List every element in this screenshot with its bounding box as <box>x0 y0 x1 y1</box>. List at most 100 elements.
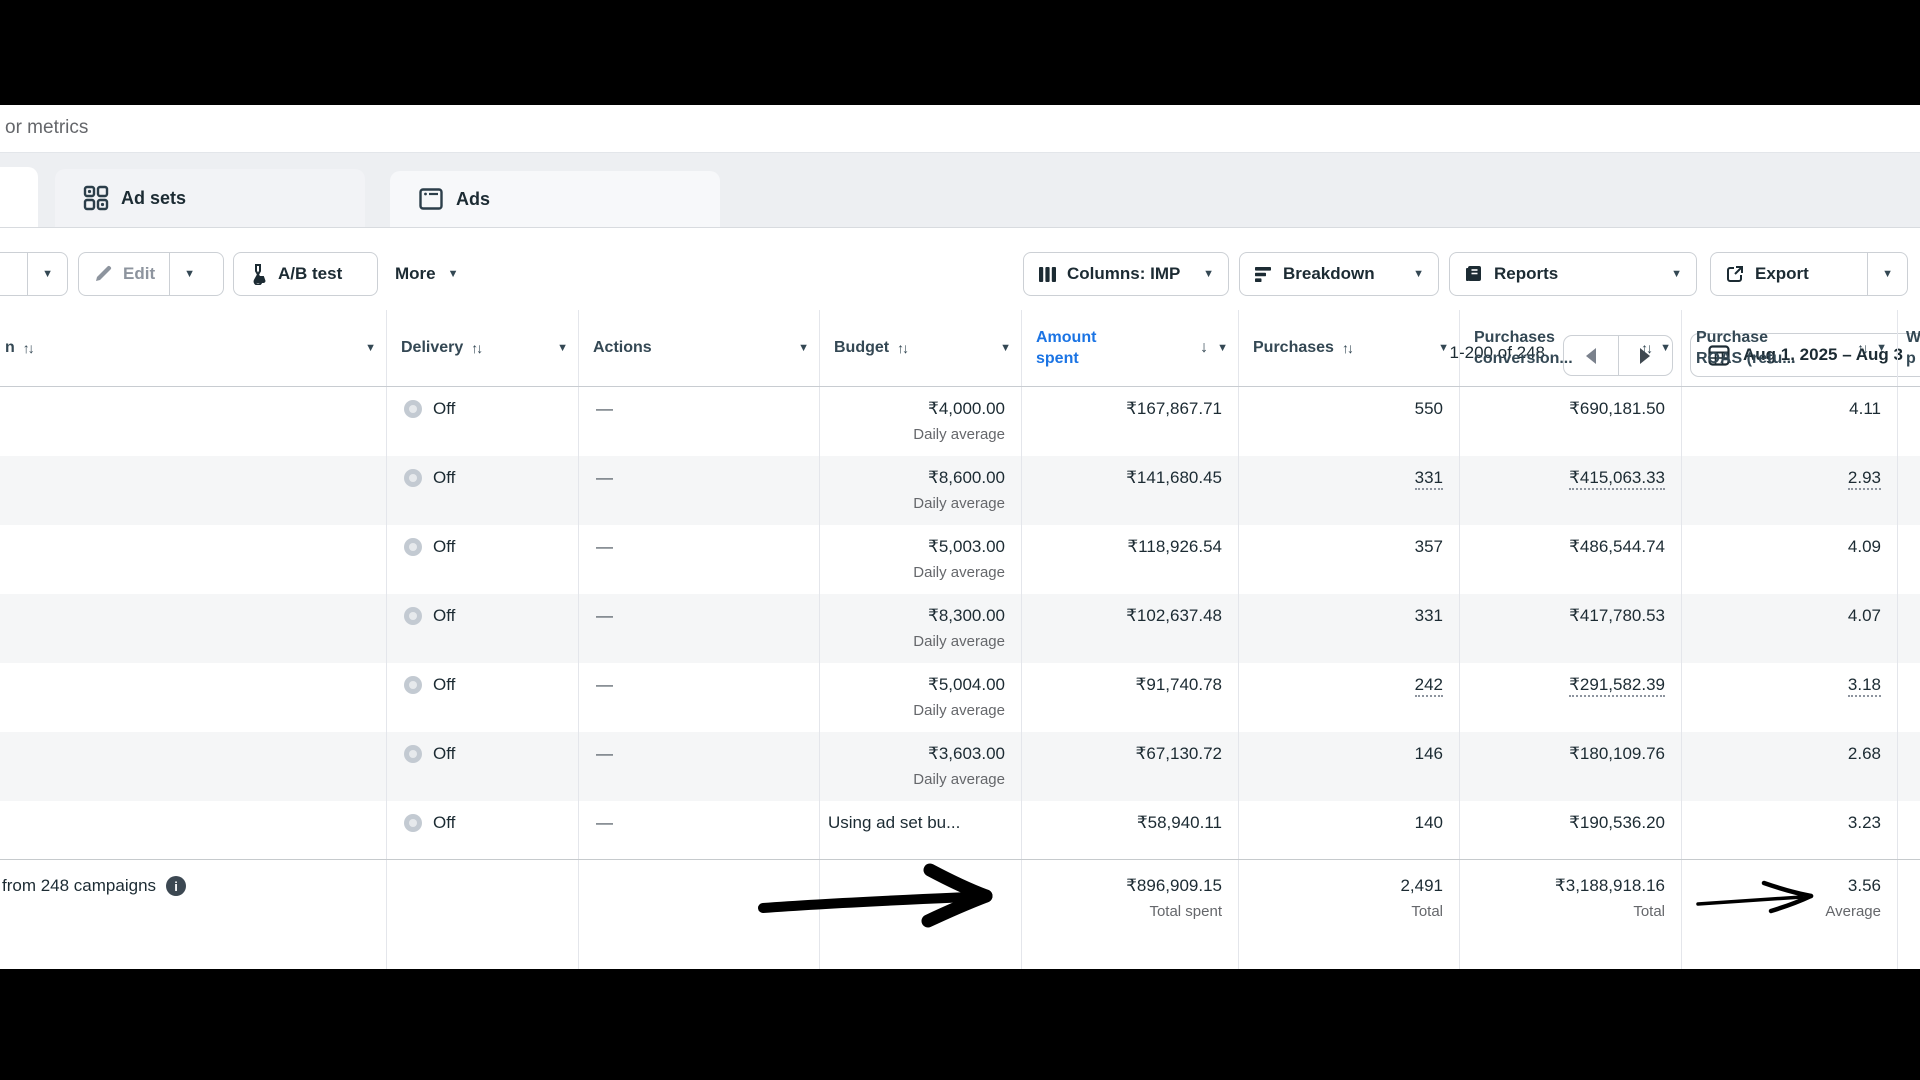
budget-caption: Daily average <box>913 495 1005 512</box>
campaigns-table: n ↑↓ ▼ Delivery ↑↓ ▼ Actions ▼ Budget ↑↓ ▼ … <box>0 310 1920 970</box>
budget-header-label: Budget <box>834 339 890 356</box>
chevron-down-icon[interactable]: ▼ <box>1660 341 1671 354</box>
purchases-cell: 357 <box>1239 525 1460 594</box>
column-header-budget[interactable]: Budget ↑↓ ▼ <box>820 310 1022 386</box>
roas-header-line1: Purchase <box>1696 329 1769 346</box>
clipped-column-cell <box>1898 594 1920 663</box>
actions-cell: — <box>579 801 820 859</box>
flask-icon <box>248 263 268 285</box>
tab-ads[interactable]: Ads <box>390 171 720 227</box>
toggle-off-icon[interactable] <box>404 400 422 418</box>
chevron-down-icon[interactable]: ▼ <box>798 341 809 354</box>
amount-spent-value: ₹118,926.54 <box>1127 537 1222 556</box>
tab-ad-sets[interactable]: Ad sets <box>55 169 365 227</box>
chevron-down-icon[interactable]: ▼ <box>557 341 568 354</box>
more-button[interactable]: More ▼ <box>395 252 459 296</box>
purchases-conversion-cell: ₹690,181.50 <box>1460 387 1682 456</box>
columns-button[interactable]: Columns: IMP ▼ <box>1023 252 1229 296</box>
clipped-header-line1: W <box>1906 329 1920 346</box>
budget-value: ₹8,300.00 <box>928 606 1005 625</box>
budget-cell: ₹8,300.00 Daily average <box>820 594 1022 663</box>
budget-cell: ₹8,600.00 Daily average <box>820 456 1022 525</box>
next-page-button[interactable] <box>1619 336 1673 375</box>
column-header-campaign-partial[interactable]: n ↑↓ ▼ <box>0 310 387 386</box>
note-row: or metrics <box>0 105 1920 152</box>
chevron-down-icon[interactable]: ▼ <box>365 341 376 354</box>
toggle-off-icon[interactable] <box>404 676 422 694</box>
info-icon[interactable]: i <box>166 876 187 896</box>
amount-header-line1: Amount <box>1036 329 1097 346</box>
total-purchases-conversion-caption: Total <box>1633 903 1665 920</box>
chevron-down-icon[interactable]: ▼ <box>1876 341 1887 354</box>
toggle-off-icon[interactable] <box>404 745 422 763</box>
date-range-button[interactable]: Aug 1, 2025 – Aug 3 <box>1690 333 1920 377</box>
purchase-roas-cell: 4.07 <box>1682 594 1898 663</box>
campaign-row: Off — ₹3,603.00 Daily average ₹67,130.72 146 ₹… <box>0 732 1920 801</box>
prev-page-button[interactable] <box>1564 336 1619 375</box>
delivery-cell: Off <box>387 387 579 456</box>
ab-test-button[interactable]: A/B test <box>233 252 378 296</box>
ab-test-label: A/B test <box>278 264 343 283</box>
delivery-status: Off <box>433 399 456 418</box>
export-dropdown[interactable]: ▼ <box>1868 253 1907 295</box>
clipped-action-button[interactable]: ▼ <box>0 252 68 296</box>
amount-spent-value: ₹167,867.71 <box>1126 399 1222 418</box>
chevron-down-icon: ▼ <box>1671 267 1682 280</box>
actions-cell: — <box>579 663 820 732</box>
reports-button[interactable]: Reports ▼ <box>1449 252 1697 296</box>
chevron-down-icon[interactable]: ▼ <box>1000 341 1011 354</box>
chevron-down-icon: ▼ <box>1882 267 1893 280</box>
column-header-amount-spent[interactable]: Amount spent ↓ ▼ <box>1022 310 1239 386</box>
purchase-roas-value: 2.68 <box>1847 744 1881 763</box>
delivery-cell: Off <box>387 456 579 525</box>
purchases-conversion-value: ₹291,582.39 <box>1569 675 1665 697</box>
columns-label: Columns: IMP <box>1067 264 1181 283</box>
total-purchases-caption: Total <box>1411 903 1443 920</box>
amount-spent-cell: ₹58,940.11 <box>1022 801 1239 859</box>
sort-icon: ↑↓ <box>471 340 483 356</box>
sort-icon: ↑↓ <box>22 340 35 356</box>
amount-spent-value: ₹58,940.11 <box>1136 813 1222 832</box>
edit-dropdown[interactable]: ▼ <box>170 253 209 295</box>
budget-caption: Daily average <box>913 564 1005 581</box>
clipped-dropdown[interactable]: ▼ <box>28 253 67 295</box>
budget-cell: ₹5,003.00 Daily average <box>820 525 1022 594</box>
column-header-purchases[interactable]: Purchases ↑↓ ▼ <box>1239 310 1460 386</box>
tab-ad-sets-label: Ad sets <box>121 187 187 208</box>
report-book-icon <box>1464 264 1484 284</box>
edit-button-group[interactable]: Edit ▼ <box>78 252 224 296</box>
pagination-range: 1-200 of 248 <box>1449 343 1545 362</box>
toggle-off-icon[interactable] <box>404 469 422 487</box>
edit-button[interactable]: Edit <box>79 253 169 295</box>
campaign-name-cell <box>0 732 387 801</box>
budget-cell: ₹5,004.00 Daily average <box>820 663 1022 732</box>
toggle-off-icon[interactable] <box>404 607 422 625</box>
toggle-off-icon[interactable] <box>404 538 422 556</box>
purchases-value: 242 <box>1414 675 1443 697</box>
calendar-icon <box>1707 343 1731 367</box>
column-header-delivery[interactable]: Delivery ↑↓ ▼ <box>387 310 579 386</box>
clipped-header-line2: p <box>1906 350 1916 367</box>
column-header-actions[interactable]: Actions ▼ <box>579 310 820 386</box>
grid-icon <box>83 185 109 211</box>
purchase-roas-cell: 4.09 <box>1682 525 1898 594</box>
chevron-down-icon[interactable]: ▼ <box>1438 341 1449 354</box>
export-button[interactable]: Export <box>1711 253 1867 295</box>
clipped-column-cell <box>1898 387 1920 456</box>
delivery-cell: Off <box>387 525 579 594</box>
export-button-group[interactable]: Export ▼ <box>1710 252 1908 296</box>
chevron-down-icon[interactable]: ▼ <box>1217 341 1228 354</box>
amount-spent-cell: ₹91,740.78 <box>1022 663 1239 732</box>
purchases-conversion-value: ₹415,063.33 <box>1569 468 1665 490</box>
column-header-purchase-roas[interactable]: Purchase ROAS (retu... ↑↓ ▼ <box>1682 310 1898 386</box>
chevron-down-icon: ▼ <box>184 267 195 280</box>
column-header-purchases-conversion[interactable]: Purchases conversion... ↑↓ ▼ <box>1460 310 1682 386</box>
breakdown-button[interactable]: Breakdown ▼ <box>1239 252 1439 296</box>
toggle-off-icon[interactable] <box>404 814 422 832</box>
metrics-note-text: or metrics <box>5 117 89 138</box>
purchase-roas-value: 2.93 <box>1847 468 1881 490</box>
tab-campaigns-active-fragment[interactable] <box>0 167 38 227</box>
purchase-roas-cell: 2.93 <box>1682 456 1898 525</box>
